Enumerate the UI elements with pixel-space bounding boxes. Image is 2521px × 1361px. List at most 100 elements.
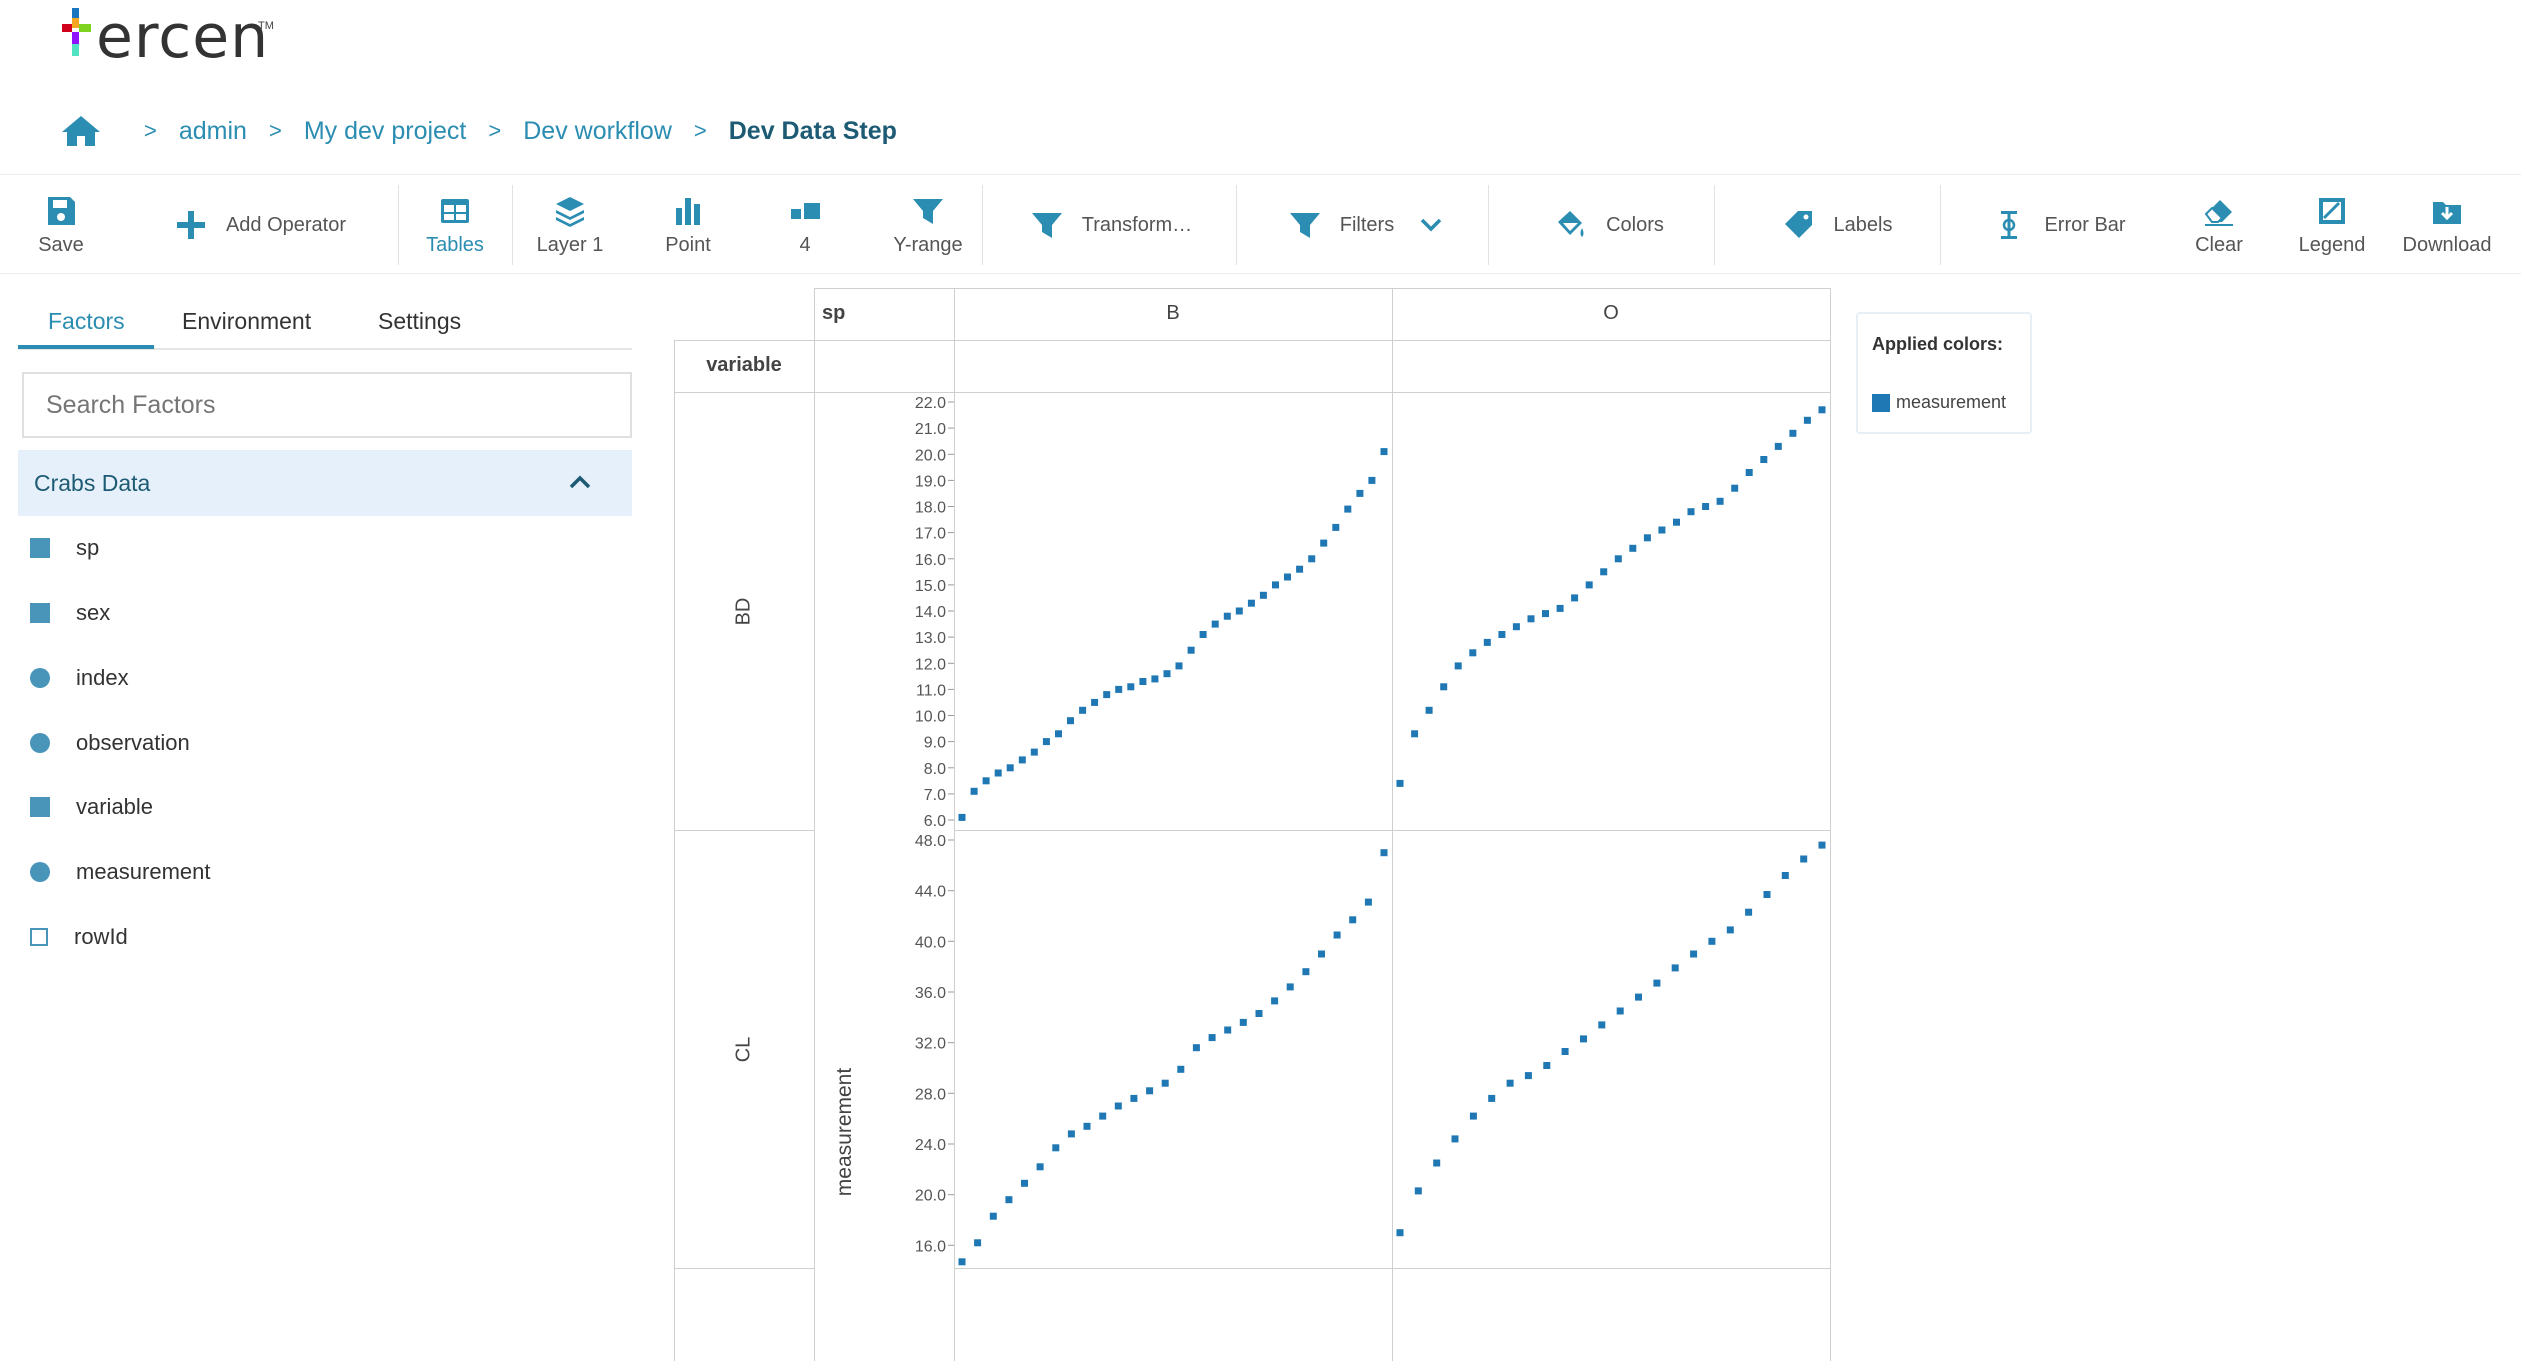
data-point <box>1067 717 1074 725</box>
y-tick-label: 40.0 <box>915 934 946 951</box>
point-label: Point <box>665 233 711 256</box>
legend-button[interactable]: Legend <box>2290 175 2374 275</box>
data-point <box>1318 950 1325 958</box>
data-point <box>1561 1048 1569 1055</box>
data-point <box>1320 539 1328 547</box>
breadcrumb-separator: > <box>693 118 707 143</box>
data-point <box>1716 497 1724 505</box>
count-button[interactable]: 4 <box>770 175 840 275</box>
tab-environment[interactable]: Environment <box>182 308 312 334</box>
y-tick-label: 19.0 <box>915 473 946 490</box>
data-point <box>1286 983 1294 991</box>
breadcrumb-workflow[interactable]: Dev workflow <box>523 116 672 145</box>
error-bar-label: Error Bar <box>2044 213 2126 236</box>
data-point <box>1146 1087 1154 1095</box>
data-point <box>1005 1196 1013 1204</box>
data-point <box>1163 670 1171 678</box>
y-tick-label: 13.0 <box>915 630 946 647</box>
eraser-icon <box>2204 199 2233 226</box>
plus-icon <box>176 211 205 239</box>
data-point <box>1803 416 1811 424</box>
yrange-button[interactable]: Y-range <box>880 175 976 275</box>
paint-bucket-icon <box>1558 211 1584 237</box>
table-icon <box>441 198 469 223</box>
filters-label: Filters <box>1339 213 1395 236</box>
search-factors-input[interactable] <box>22 372 632 438</box>
data-point <box>1818 406 1826 414</box>
y-tick-label: 48.0 <box>915 833 946 850</box>
crabs-data-section-header[interactable]: Crabs Data <box>18 450 632 516</box>
data-point <box>1192 1044 1200 1052</box>
data-point <box>1483 638 1491 646</box>
data-point <box>1211 620 1219 628</box>
data-point <box>1580 1035 1587 1043</box>
factor-item[interactable]: rowId <box>30 917 128 957</box>
factor-name: measurement <box>76 859 211 884</box>
data-point <box>1272 581 1279 589</box>
tab-factors[interactable]: Factors <box>48 308 125 334</box>
factor-item[interactable]: observation <box>30 723 190 763</box>
clear-label: Clear <box>2195 233 2243 256</box>
layer-button[interactable]: Layer 1 <box>530 175 610 275</box>
grid-line <box>674 340 675 1361</box>
data-point <box>1542 610 1549 618</box>
y-tick-label: 12.0 <box>915 656 946 673</box>
tables-button[interactable]: Tables <box>418 175 492 275</box>
transform-funnel-icon <box>1031 213 1062 238</box>
home-icon[interactable] <box>60 114 102 148</box>
circle-icon <box>30 668 50 688</box>
layer-label: Layer 1 <box>536 233 604 256</box>
y-tick-label: 24.0 <box>915 1137 946 1154</box>
data-point <box>1527 615 1535 623</box>
grid-line <box>954 830 1831 831</box>
data-point <box>1083 1122 1091 1130</box>
grid-line <box>674 392 1831 393</box>
point-button[interactable]: Point <box>650 175 726 275</box>
factor-item[interactable]: variable <box>30 787 153 827</box>
data-point <box>1671 964 1679 972</box>
data-point <box>1614 555 1622 563</box>
y-tick-label: 14.0 <box>915 604 946 621</box>
section-title: Crabs Data <box>34 469 151 496</box>
colors-button[interactable]: Colors <box>1544 175 1674 275</box>
active-tab-indicator <box>18 345 154 349</box>
tab-settings[interactable]: Settings <box>378 308 462 334</box>
funnel-icon <box>913 198 943 224</box>
factor-item[interactable]: sex <box>30 593 110 633</box>
save-button[interactable]: Save <box>28 175 94 275</box>
breadcrumb-admin[interactable]: admin <box>178 116 247 145</box>
y-tick-label: 22.0 <box>915 395 946 412</box>
filters-button[interactable]: Filters <box>1280 175 1450 275</box>
data-point <box>1151 675 1159 683</box>
chevron-down-icon[interactable] <box>1420 217 1442 233</box>
y-tick-label: 7.0 <box>924 787 946 804</box>
logo-text: ercen <box>96 2 270 72</box>
data-point <box>1673 518 1680 526</box>
applied-colors-legend: Applied colors: measurement <box>1856 312 2032 434</box>
data-point <box>1130 1094 1138 1102</box>
data-point <box>1425 706 1433 714</box>
factor-item[interactable]: measurement <box>30 852 211 892</box>
data-point <box>1356 489 1364 497</box>
data-point <box>1115 685 1123 693</box>
legend-title: Applied colors: <box>1872 334 2004 354</box>
colors-label: Colors <box>1606 213 1664 236</box>
toolbar-divider <box>1714 185 1715 265</box>
y-tick-label: 8.0 <box>924 761 946 778</box>
factor-item[interactable]: index <box>30 658 129 698</box>
add-operator-label: Add Operator <box>225 213 347 236</box>
download-button[interactable]: Download <box>2394 175 2500 275</box>
data-point <box>1687 508 1695 516</box>
transform-button[interactable]: Transform… <box>1006 175 1216 275</box>
column-header-b: B <box>1166 302 1180 324</box>
clear-button[interactable]: Clear <box>2184 175 2254 275</box>
labels-button[interactable]: Labels <box>1772 175 1902 275</box>
y-tick-label: 21.0 <box>915 421 946 438</box>
data-point <box>1368 476 1376 484</box>
chevron-up-icon[interactable] <box>568 472 592 492</box>
error-bar-button[interactable]: Error Bar <box>1984 175 2134 275</box>
breadcrumb-project[interactable]: My dev project <box>303 116 467 145</box>
data-point <box>1411 730 1419 738</box>
add-operator-button[interactable]: Add Operator <box>150 175 370 275</box>
factor-item[interactable]: sp <box>30 528 99 568</box>
